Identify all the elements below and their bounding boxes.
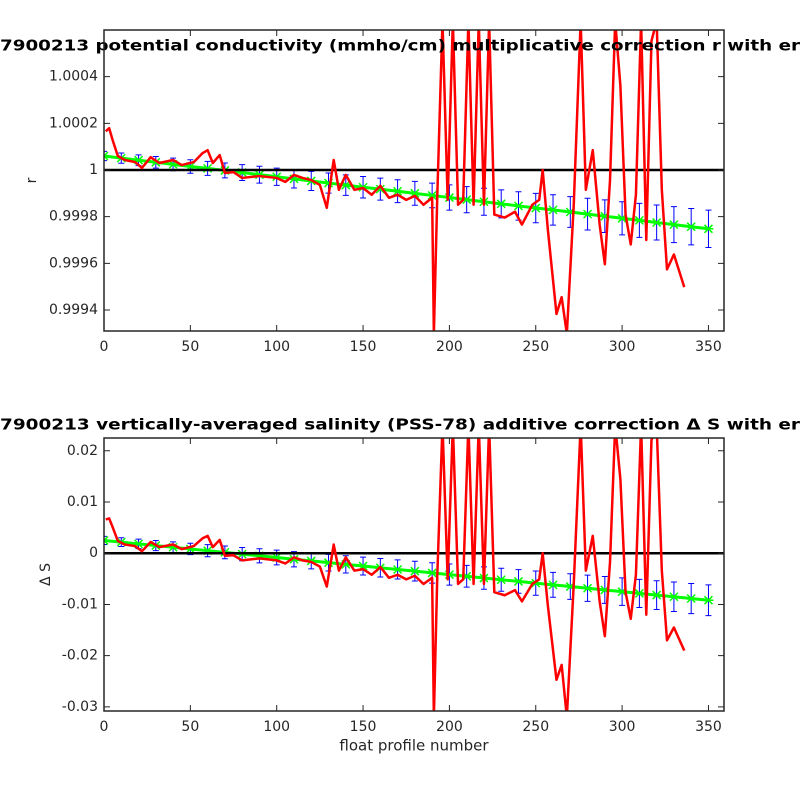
fit-marker	[427, 190, 438, 200]
x-tick-label: 350	[695, 719, 722, 735]
x-tick-label: 150	[350, 719, 377, 735]
data-line	[104, 30, 686, 331]
y-tick-label: 0	[89, 545, 98, 561]
x-tick-label: 100	[263, 719, 290, 735]
x-tick-label: 0	[100, 719, 109, 735]
fit-marker	[496, 199, 507, 209]
chart-title: 7900213 potential conductivity (mmho/cm)…	[0, 37, 800, 55]
fit-marker	[651, 217, 662, 228]
x-tick-label: 50	[181, 719, 199, 735]
fit-marker	[427, 568, 438, 578]
y-tick-label: -0.02	[62, 648, 98, 664]
y-tick-label: 0.9998	[49, 209, 98, 225]
x-tick-label: 50	[181, 339, 199, 355]
fit-marker	[582, 583, 593, 593]
fit-marker	[548, 580, 559, 590]
fit-marker	[634, 215, 645, 225]
fit-marker	[392, 186, 403, 196]
y-tick-label: -0.03	[62, 699, 98, 715]
y-tick-label: 0.02	[67, 443, 98, 459]
plot-area	[104, 438, 724, 711]
fit-marker	[703, 595, 714, 605]
fit-marker	[686, 222, 697, 232]
fit-marker	[548, 205, 559, 215]
plot-area	[104, 30, 724, 331]
fit-marker	[582, 209, 593, 219]
x-tick-label: 250	[522, 719, 549, 735]
x-tick-label: 0	[100, 339, 109, 355]
x-tick-label: 300	[609, 339, 636, 355]
x-tick-label: 250	[522, 339, 549, 355]
fit-marker	[496, 575, 507, 585]
x-tick-label: 350	[695, 339, 722, 355]
fit-marker	[513, 201, 524, 211]
y-axis-label: Δ S	[38, 563, 54, 586]
axes-box	[103, 437, 725, 712]
y-tick-label: 1.0002	[49, 115, 98, 131]
fit-marker	[634, 588, 645, 598]
x-axis-label: float profile number	[339, 737, 489, 755]
x-tick-label: 150	[350, 339, 377, 355]
fit-marker	[104, 535, 109, 545]
y-tick-label: 0.01	[67, 494, 98, 510]
plot: 7900213 potential conductivity (mmho/cm)…	[0, 29, 800, 355]
x-tick-label: 200	[436, 719, 463, 735]
fit-marker	[651, 590, 662, 600]
y-tick-label: 0.9996	[49, 255, 98, 271]
x-tick-label: 100	[263, 339, 290, 355]
fit-marker	[392, 564, 403, 575]
plot: 7900213 vertically-averaged salinity (PS…	[0, 416, 800, 755]
fit-marker	[686, 593, 697, 604]
error-bar	[104, 535, 107, 546]
fit-marker	[703, 224, 714, 234]
y-tick-label: 0.9994	[49, 302, 98, 318]
fit-marker	[668, 220, 679, 230]
y-tick-label: -0.01	[62, 596, 98, 612]
fit-marker	[668, 592, 679, 602]
x-tick-label: 200	[436, 339, 463, 355]
y-tick-label: 1.0004	[49, 69, 98, 85]
fit-marker	[513, 576, 524, 586]
error-bar	[104, 150, 107, 162]
chart-title: 7900213 vertically-averaged salinity (PS…	[0, 416, 800, 434]
y-tick-label: 1	[89, 162, 98, 178]
fit-marker	[409, 566, 420, 576]
data-line	[105, 438, 686, 711]
axes-box	[103, 29, 725, 332]
fit-marker	[104, 151, 109, 161]
x-tick-label: 300	[609, 719, 636, 735]
y-axis-label: r	[24, 177, 40, 183]
